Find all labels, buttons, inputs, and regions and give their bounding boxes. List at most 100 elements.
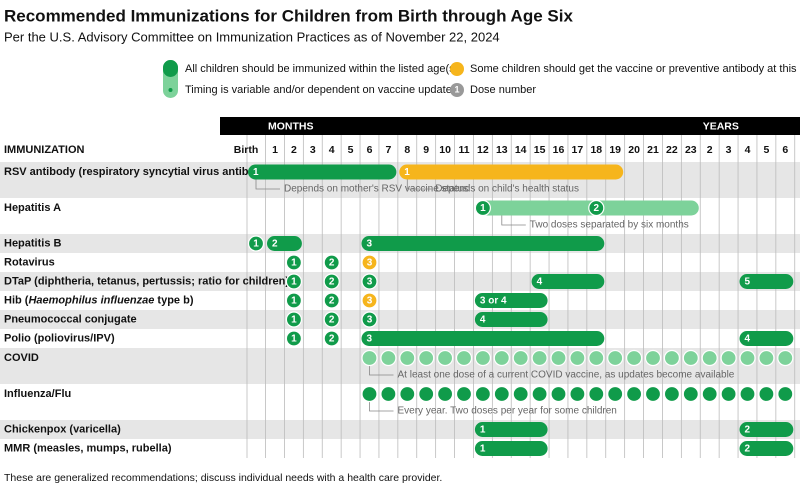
- dose-dot: [361, 385, 378, 403]
- dose-label: 2: [329, 315, 335, 326]
- dose-dot: [625, 385, 643, 403]
- dose-label: 4: [537, 277, 543, 288]
- dose-dot: [474, 385, 491, 403]
- header-bar: [220, 117, 800, 135]
- row-label: DTaP (diphtheria, tetanus, pertussis; ra…: [4, 275, 289, 287]
- dose-label: 4: [480, 315, 486, 326]
- legend-all-swatch: [163, 60, 178, 77]
- column-label: 15: [534, 144, 546, 156]
- row-label: Influenza/Flu: [4, 388, 71, 400]
- dose-dot: [380, 349, 397, 367]
- note-connector: [369, 401, 394, 412]
- dose-dot: [701, 349, 718, 367]
- dose-label: 4: [745, 334, 751, 345]
- dose-dot: [437, 349, 454, 367]
- column-label: 23: [685, 144, 697, 156]
- row-label: MMR (measles, mumps, rubella): [4, 442, 172, 454]
- column-label: 2: [291, 144, 297, 156]
- note: Depends on mother's RSV vaccine status: [284, 184, 468, 195]
- dose-dot: [588, 349, 605, 367]
- column-label: 9: [423, 144, 429, 156]
- dose-label: 1: [291, 296, 297, 307]
- legend-some-swatch: [450, 62, 464, 76]
- dose-dot: [418, 349, 435, 367]
- dose-dot: [531, 385, 548, 403]
- dose-dot: [512, 385, 529, 403]
- dose-label: 2: [329, 296, 335, 307]
- row-label: Hepatitis A: [4, 202, 61, 214]
- dose-bar: [399, 164, 624, 180]
- row-background: [0, 162, 800, 198]
- dose-label: 3: [367, 334, 373, 345]
- dose-dot: [758, 349, 775, 367]
- column-label: 21: [647, 144, 659, 156]
- dose-bar: [267, 236, 302, 251]
- legend-dose-symbol: 1: [454, 84, 459, 94]
- column-label: 6: [367, 144, 373, 156]
- dose-dot: [569, 385, 586, 403]
- dose-label: 3 or 4: [480, 296, 507, 307]
- note: At least one dose of a current COVID vac…: [398, 370, 735, 381]
- subtitle: Per the U.S. Advisory Committee on Immun…: [4, 29, 500, 44]
- dose-label: 2: [745, 444, 751, 455]
- column-label: 1: [272, 144, 278, 156]
- column-label: 20: [628, 144, 640, 156]
- group-label: YEARS: [703, 120, 739, 132]
- dose-bar: [474, 200, 699, 216]
- row-label: COVID: [4, 352, 39, 364]
- dose-bar: [474, 293, 548, 308]
- dose-dot: [399, 349, 416, 367]
- dose-label: 2: [329, 334, 335, 345]
- dose-label: 1: [291, 277, 297, 288]
- dose-dot: [644, 349, 662, 367]
- note-connector: [369, 365, 394, 376]
- dose-label: 1: [291, 334, 297, 345]
- dose-dot: [455, 349, 473, 367]
- dose-dot: [512, 349, 529, 367]
- dose-label: 2: [745, 425, 751, 436]
- dose-dot: [418, 385, 435, 403]
- column-label: 3: [310, 144, 316, 156]
- column-label: 22: [666, 144, 678, 156]
- dose-dot: [437, 385, 454, 403]
- note-connector: [501, 215, 526, 226]
- legend-all: All children should be immunized within …: [185, 63, 458, 75]
- column-label: 5: [348, 144, 354, 156]
- column-label: 8: [404, 144, 410, 156]
- dose-dot: [474, 199, 491, 217]
- dose-dot: [625, 349, 643, 367]
- dose-dot: [323, 292, 340, 309]
- row-label: Hib (Haemophilus influenzae type b): [4, 294, 194, 306]
- dose-dot: [758, 385, 775, 403]
- dose-dot: [361, 273, 378, 290]
- title: Recommended Immunizations for Children f…: [4, 6, 573, 25]
- column-label: 17: [572, 144, 584, 156]
- column-label: 5: [763, 144, 769, 156]
- dose-dot: [285, 254, 302, 271]
- dose-bar: [739, 422, 794, 437]
- dose-bar: [474, 422, 548, 437]
- dose-label: 1: [253, 239, 259, 250]
- column-label: 11: [458, 144, 469, 156]
- dose-dot: [285, 273, 302, 290]
- dose-dot: [361, 254, 378, 271]
- row-header: IMMUNIZATION: [4, 144, 85, 156]
- dose-label: 3: [367, 315, 373, 326]
- dose-dot: [323, 330, 340, 347]
- row-label-part: Hib (: [4, 294, 29, 306]
- row-label-part: Haemophilus influenzae: [28, 294, 154, 306]
- dose-label: 1: [480, 425, 486, 436]
- dose-label: 2: [329, 277, 335, 288]
- dose-label: 1: [291, 315, 297, 326]
- column-label: 16: [553, 144, 565, 156]
- legend-dose-swatch: [450, 83, 464, 97]
- dose-bar: [474, 312, 548, 327]
- dose-dot: [323, 311, 340, 328]
- dose-label: 1: [253, 167, 259, 178]
- dose-dot: [607, 385, 624, 403]
- group-label: MONTHS: [268, 120, 314, 132]
- column-label: 3: [726, 144, 732, 156]
- note-connector: [255, 179, 280, 190]
- dose-bar: [739, 331, 794, 346]
- dose-label: 3: [367, 277, 373, 288]
